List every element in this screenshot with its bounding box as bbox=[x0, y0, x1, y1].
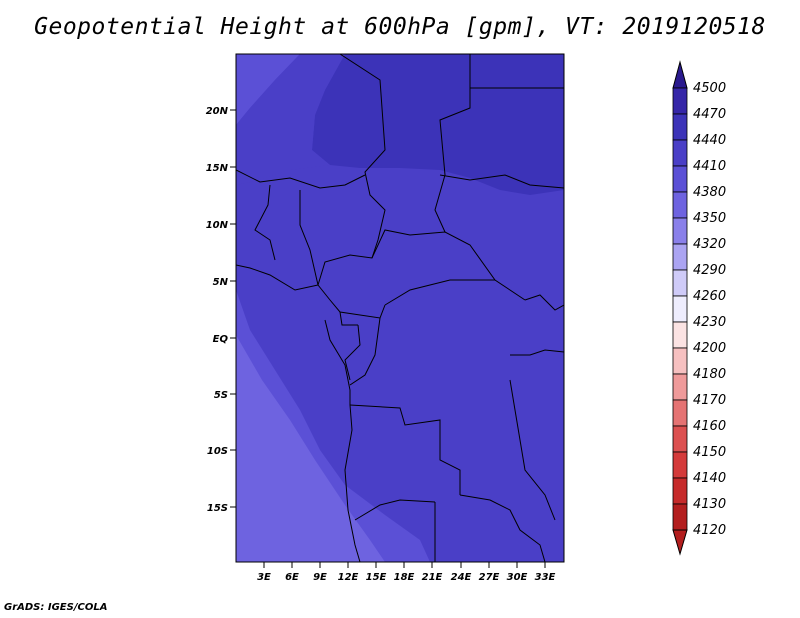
border-nigeria-west bbox=[299, 190, 319, 286]
colorbar-label: 4380 bbox=[693, 185, 726, 200]
border-sudan-north bbox=[439, 174, 564, 189]
colorbar-label: 4320 bbox=[693, 237, 726, 252]
field-4380-nw bbox=[236, 54, 300, 125]
colorbar-segment bbox=[672, 477, 688, 505]
colorbar-label: 4130 bbox=[693, 497, 726, 512]
colorbar-label: 4410 bbox=[693, 159, 726, 174]
border-uganda-kenya bbox=[524, 294, 564, 311]
height-field bbox=[236, 54, 564, 562]
lon-label: 27E bbox=[479, 572, 500, 583]
border-congo bbox=[349, 317, 381, 386]
lon-axis: 3E 6E 9E 12E 15E 18E 21E 24E 27E 30E 33E bbox=[257, 562, 556, 583]
coast-west-central bbox=[324, 319, 361, 562]
colorbar: 4500 4470 4440 4410 4380 4350 4320 4290 4260 4230… bbox=[672, 60, 726, 556]
lon-label: 33E bbox=[535, 572, 556, 583]
colorbar-segment bbox=[672, 113, 688, 141]
border-eqguinea bbox=[339, 311, 358, 326]
border-car-north bbox=[317, 229, 526, 301]
colorbar-segment bbox=[672, 139, 688, 167]
lon-label: 9E bbox=[313, 572, 327, 583]
colorbar-label: 4290 bbox=[693, 263, 726, 278]
borders bbox=[236, 54, 564, 562]
lon-label: 15E bbox=[366, 572, 387, 583]
lat-label: 15N bbox=[206, 163, 229, 174]
border-zambia bbox=[459, 494, 546, 562]
border-ghana bbox=[254, 184, 276, 261]
lat-axis: 20N 15N 10N 5N EQ 5S 10S 15S bbox=[206, 106, 236, 514]
colorbar-segment bbox=[672, 347, 688, 375]
border-tanzania bbox=[510, 349, 564, 356]
colorbar-segment bbox=[672, 503, 688, 531]
colorbar-segment bbox=[672, 269, 688, 297]
lon-label: 18E bbox=[394, 572, 415, 583]
lat-label: 20N bbox=[206, 106, 229, 117]
lat-label: 10N bbox=[206, 220, 229, 231]
field-4350-sw bbox=[236, 335, 385, 562]
border-car-south bbox=[384, 279, 495, 306]
lat-label: 5N bbox=[213, 277, 229, 288]
colorbar-segment bbox=[672, 243, 688, 271]
lon-label: 12E bbox=[338, 572, 359, 583]
field-4440-north bbox=[312, 54, 564, 195]
colorbar-label: 4200 bbox=[693, 341, 726, 356]
colorbar-label: 4170 bbox=[693, 393, 726, 408]
colorbar-label: 4160 bbox=[693, 419, 726, 434]
colorbar-segment bbox=[672, 191, 688, 219]
colorbar-label: 4260 bbox=[693, 289, 726, 304]
border-angola-drc bbox=[349, 404, 461, 495]
field-4410-nw bbox=[236, 54, 345, 185]
colorbar-segment bbox=[672, 217, 688, 245]
colorbar-segment bbox=[672, 87, 688, 115]
colorbar-label: 4180 bbox=[693, 367, 726, 382]
colorbar-arrow-top bbox=[672, 60, 688, 89]
lat-label: 5S bbox=[214, 390, 228, 401]
colorbar-label: 4350 bbox=[693, 211, 726, 226]
colorbar-segment bbox=[672, 295, 688, 323]
border-namibia bbox=[354, 499, 436, 521]
colorbar-segment bbox=[672, 373, 688, 401]
colorbar-segment bbox=[672, 425, 688, 453]
colorbar-segment bbox=[672, 451, 688, 479]
colorbar-label: 4470 bbox=[693, 107, 726, 122]
colorbar-label: 4140 bbox=[693, 471, 726, 486]
lat-label: 10S bbox=[207, 446, 228, 457]
lon-label: 6E bbox=[285, 572, 299, 583]
chart-title: Geopotential Height at 600hPa [gpm], VT:… bbox=[34, 14, 766, 40]
lat-label: EQ bbox=[213, 334, 229, 345]
lon-label: 21E bbox=[422, 572, 443, 583]
lon-label: 3E bbox=[257, 572, 271, 583]
border-niger-chad bbox=[339, 54, 386, 259]
coast-gulf-guinea bbox=[236, 264, 319, 291]
colorbar-label: 4230 bbox=[693, 315, 726, 330]
colorbar-label: 4500 bbox=[693, 81, 726, 96]
colorbar-segment bbox=[672, 165, 688, 193]
colorbar-segment bbox=[672, 321, 688, 349]
credit-text: GrADS: IGES/COLA bbox=[4, 602, 108, 613]
lon-label: 30E bbox=[507, 572, 528, 583]
border-libya-chad bbox=[434, 54, 471, 233]
border-sahel bbox=[236, 169, 366, 189]
map-frame bbox=[235, 53, 565, 563]
colorbar-arrow-bottom bbox=[672, 529, 688, 556]
colorbar-label: 4120 bbox=[693, 523, 726, 538]
border-gabon bbox=[344, 324, 361, 381]
border-rift bbox=[509, 379, 556, 521]
lon-label: 24E bbox=[451, 572, 472, 583]
lat-label: 15S bbox=[207, 503, 228, 514]
colorbar-label: 4440 bbox=[693, 133, 726, 148]
colorbar-segment bbox=[672, 399, 688, 427]
colorbar-label: 4150 bbox=[693, 445, 726, 460]
